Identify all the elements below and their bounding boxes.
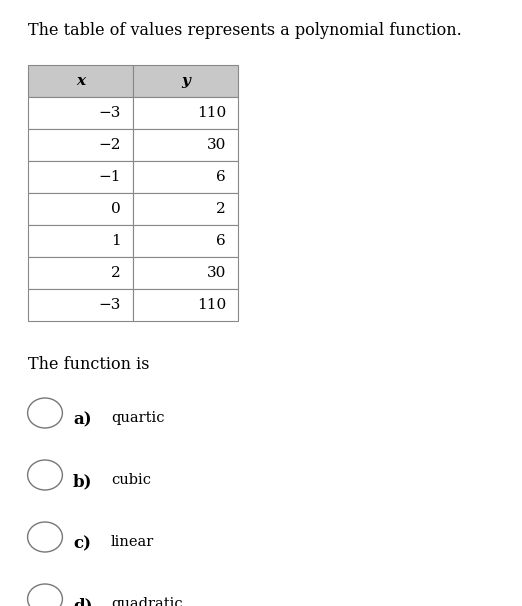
Bar (133, 97, 238, 129)
Bar (133, 129, 238, 161)
Text: c): c) (73, 535, 91, 552)
Text: b): b) (73, 473, 92, 490)
Text: 2: 2 (216, 202, 226, 216)
Bar (133, 225, 238, 257)
Text: quartic: quartic (111, 411, 164, 425)
Bar (28, 193, 133, 225)
Text: −3: −3 (99, 106, 121, 120)
Text: d): d) (73, 597, 92, 606)
Text: x: x (76, 74, 85, 88)
Text: The function is: The function is (28, 356, 149, 373)
Text: a): a) (73, 411, 92, 428)
Ellipse shape (28, 398, 63, 428)
Bar (133, 289, 238, 321)
Bar (133, 161, 238, 193)
Bar (28, 225, 133, 257)
Bar (133, 65, 238, 97)
Text: 0: 0 (111, 202, 121, 216)
Ellipse shape (28, 522, 63, 552)
Text: The table of values represents a polynomial function.: The table of values represents a polynom… (28, 22, 462, 39)
Bar (28, 65, 133, 97)
Bar (28, 161, 133, 193)
Text: 1: 1 (111, 234, 121, 248)
Text: 6: 6 (216, 234, 226, 248)
Text: y: y (181, 74, 190, 88)
Text: −3: −3 (99, 298, 121, 312)
Bar (28, 129, 133, 161)
Text: quadratic: quadratic (111, 597, 183, 606)
Bar (28, 257, 133, 289)
Bar (28, 289, 133, 321)
Ellipse shape (28, 584, 63, 606)
Bar (28, 97, 133, 129)
Text: cubic: cubic (111, 473, 151, 487)
Text: −2: −2 (99, 138, 121, 152)
Bar (133, 193, 238, 225)
Bar (133, 257, 238, 289)
Text: 30: 30 (207, 138, 226, 152)
Text: 110: 110 (197, 298, 226, 312)
Text: 30: 30 (207, 266, 226, 280)
Text: linear: linear (111, 535, 154, 549)
Text: 110: 110 (197, 106, 226, 120)
Ellipse shape (28, 460, 63, 490)
Text: −1: −1 (99, 170, 121, 184)
Text: 2: 2 (111, 266, 121, 280)
Text: 6: 6 (216, 170, 226, 184)
